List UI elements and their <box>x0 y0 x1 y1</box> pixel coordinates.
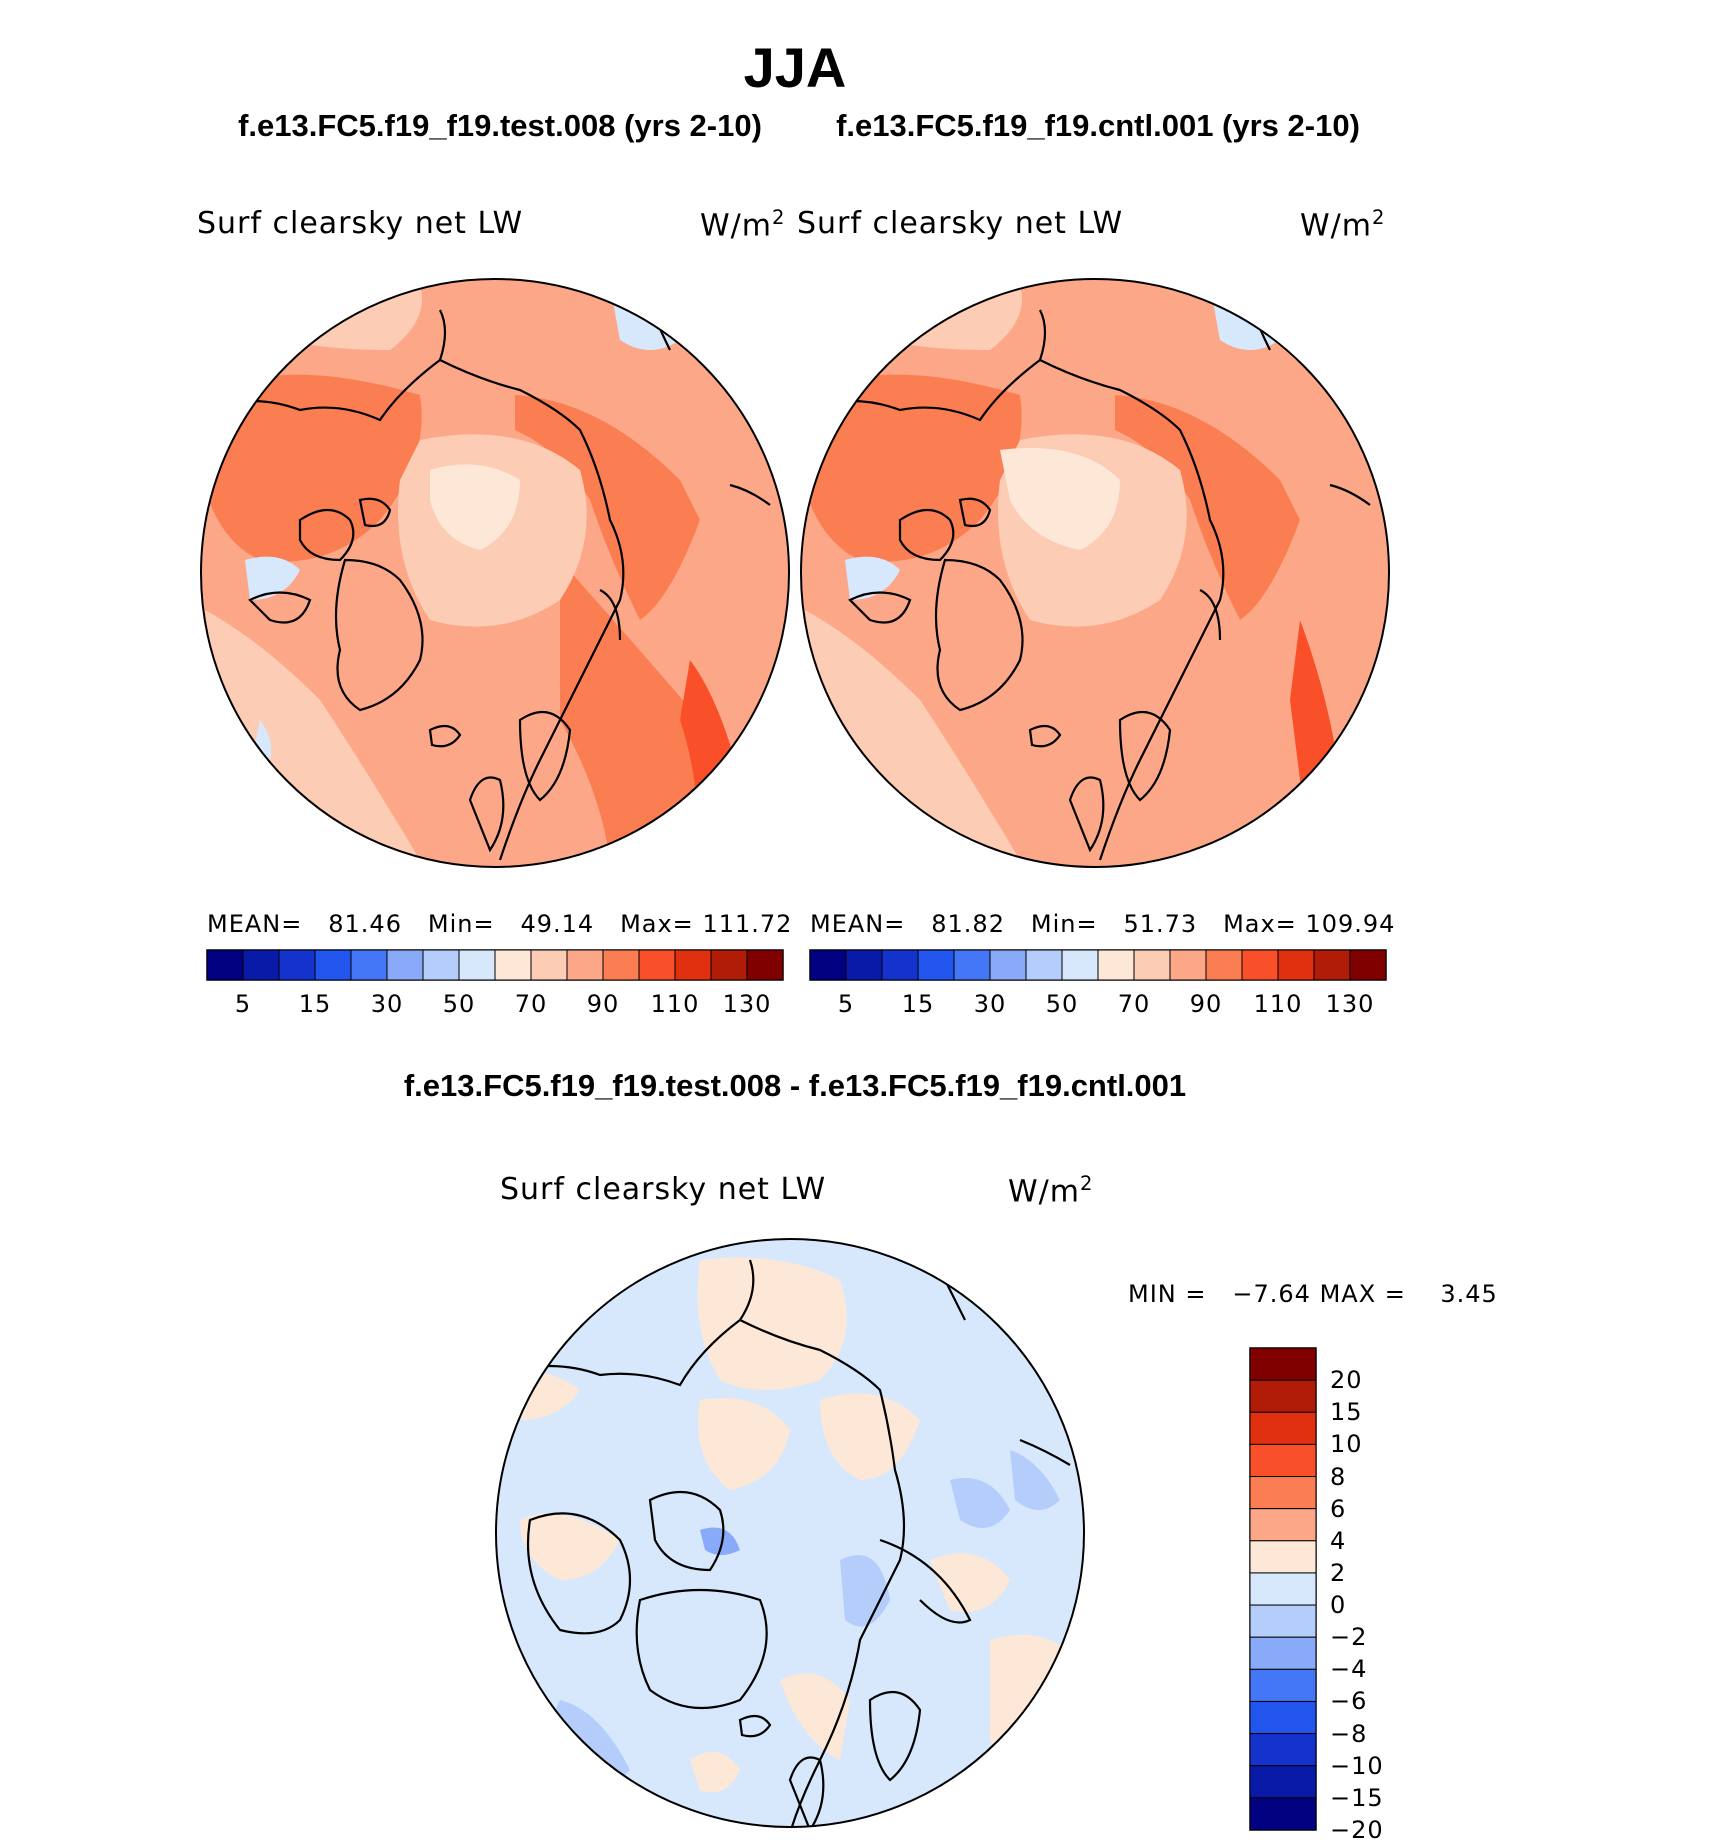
colorbar-swatch <box>638 949 676 981</box>
panel-2-variable-label: Surf clearsky net LW <box>797 206 1124 241</box>
colorbar-tick-label: 90 <box>586 990 620 1018</box>
panel-2-case-title: f.e13.FC5.f19_f19.cntl.001 (yrs 2-10) <box>836 108 1360 143</box>
colorbar-swatch <box>602 949 640 981</box>
diff-colorbar-tick-label: 10 <box>1330 1430 1363 1459</box>
colorbar-swatch <box>530 949 568 981</box>
panel-1-variable-label: Surf clearsky net LW <box>197 206 524 241</box>
diff-colorbar-swatch <box>1249 1636 1317 1670</box>
colorbar-swatch <box>1277 949 1315 981</box>
colorbar-swatch <box>845 949 883 981</box>
diff-colorbar-tick-label: 2 <box>1330 1558 1347 1587</box>
panel-2-stats: MEAN= 81.82 Min= 51.73 Max= 109.94 <box>810 910 1396 938</box>
colorbar-tick-label: 70 <box>514 990 548 1018</box>
colorbar-tick-label: 5 <box>837 990 855 1018</box>
diff-colorbar-swatch <box>1249 1443 1317 1478</box>
diff-colorbar-swatch <box>1249 1508 1317 1542</box>
colorbar-swatch <box>917 949 955 981</box>
colorbar-swatch <box>881 949 919 981</box>
diff-colorbar-swatch <box>1249 1700 1317 1735</box>
colorbar-swatch <box>953 949 991 981</box>
diff-colorbar-tick-label: 20 <box>1330 1366 1363 1395</box>
colorbar-swatch <box>1205 949 1243 981</box>
diff-colorbar-tick-label: −15 <box>1330 1783 1384 1812</box>
colorbar-swatch <box>422 949 460 981</box>
colorbar-swatch <box>1349 949 1387 981</box>
panel-1-map <box>200 278 790 868</box>
colorbar-swatch <box>1025 949 1063 981</box>
colorbar-swatch <box>674 949 712 981</box>
colorbar-tick-label: 30 <box>973 990 1007 1018</box>
diff-colorbar-swatch <box>1249 1765 1317 1799</box>
diff-colorbar-tick-label: −6 <box>1330 1687 1368 1716</box>
colorbar-swatch <box>710 949 748 981</box>
colorbar-swatch <box>1133 949 1171 981</box>
diff-colorbar-swatch <box>1249 1604 1317 1638</box>
diff-units-label: W/m2 <box>1008 1172 1094 1210</box>
colorbar-swatch <box>206 949 244 981</box>
colorbar-tick-label: 30 <box>370 990 404 1018</box>
diff-variable-label: Surf clearsky net LW <box>500 1172 827 1207</box>
diff-colorbar-swatch <box>1249 1797 1317 1831</box>
diff-colorbar-swatch <box>1249 1733 1317 1767</box>
colorbar-swatch <box>386 949 424 981</box>
panel-2-colorbar <box>809 949 1387 981</box>
colorbar-swatch <box>1169 949 1207 981</box>
colorbar-swatch <box>242 949 280 981</box>
colorbar-tick-label: 130 <box>1325 990 1375 1018</box>
colorbar-swatch <box>350 949 388 981</box>
panel-2-map <box>800 278 1390 868</box>
colorbar-tick-label: 15 <box>298 990 332 1018</box>
diff-colorbar-swatch <box>1249 1572 1317 1606</box>
colorbar-tick-label: 110 <box>650 990 700 1018</box>
colorbar-swatch <box>458 949 496 981</box>
colorbar-tick-label: 70 <box>1117 990 1151 1018</box>
diff-colorbar-swatch <box>1249 1379 1317 1413</box>
colorbar-swatch <box>494 949 532 981</box>
colorbar-swatch <box>1097 949 1135 981</box>
diff-colorbar-tick-label: 0 <box>1330 1591 1347 1620</box>
colorbar-swatch <box>746 949 784 981</box>
panel-1-case-title: f.e13.FC5.f19_f19.test.008 (yrs 2-10) <box>238 108 762 143</box>
colorbar-swatch <box>809 949 847 981</box>
diff-colorbar-tick-label: −2 <box>1330 1623 1368 1652</box>
panel-1-stats: MEAN= 81.46 Min= 49.14 Max= 111.72 <box>207 910 793 938</box>
colorbar-tick-label: 50 <box>442 990 476 1018</box>
colorbar-swatch <box>1241 949 1279 981</box>
diff-colorbar-tick-label: −4 <box>1330 1655 1368 1684</box>
diff-colorbar-swatch <box>1249 1476 1317 1510</box>
panel-1-units-label: W/m2 <box>700 206 786 244</box>
difference-title: f.e13.FC5.f19_f19.test.008 - f.e13.FC5.f… <box>403 1068 1187 1103</box>
diff-colorbar-swatch <box>1249 1540 1317 1574</box>
colorbar-tick-label: 15 <box>901 990 935 1018</box>
panel-1-colorbar <box>206 949 784 981</box>
colorbar-tick-label: 130 <box>722 990 772 1018</box>
colorbar-swatch <box>989 949 1027 981</box>
difference-map <box>495 1238 1085 1828</box>
diff-colorbar-tick-label: −10 <box>1330 1751 1384 1780</box>
colorbar-swatch <box>1061 949 1099 981</box>
colorbar-tick-label: 50 <box>1045 990 1079 1018</box>
diff-colorbar-tick-label: −20 <box>1330 1816 1384 1844</box>
colorbar-swatch <box>314 949 352 981</box>
colorbar-swatch <box>1313 949 1351 981</box>
figure-title: JJA <box>743 36 847 99</box>
diff-colorbar-tick-label: −8 <box>1330 1719 1368 1748</box>
diff-colorbar-tick-label: 6 <box>1330 1494 1347 1523</box>
colorbar-tick-label: 5 <box>234 990 252 1018</box>
diff-colorbar-tick-label: 4 <box>1330 1526 1347 1555</box>
diff-colorbar-tick-label: 8 <box>1330 1462 1347 1491</box>
colorbar-swatch <box>566 949 604 981</box>
colorbar-tick-label: 110 <box>1253 990 1303 1018</box>
diff-colorbar-swatch <box>1249 1411 1317 1445</box>
colorbar-tick-label: 90 <box>1189 990 1223 1018</box>
diff-colorbar <box>1249 1347 1317 1831</box>
diff-colorbar-swatch <box>1249 1347 1317 1381</box>
diff-colorbar-swatch <box>1249 1668 1317 1702</box>
diff-min-max: MIN = −7.64 MAX = 3.45 <box>1128 1280 1498 1308</box>
colorbar-swatch <box>278 949 316 981</box>
diff-colorbar-tick-label: 15 <box>1330 1398 1363 1427</box>
panel-2-units-label: W/m2 <box>1300 206 1386 244</box>
